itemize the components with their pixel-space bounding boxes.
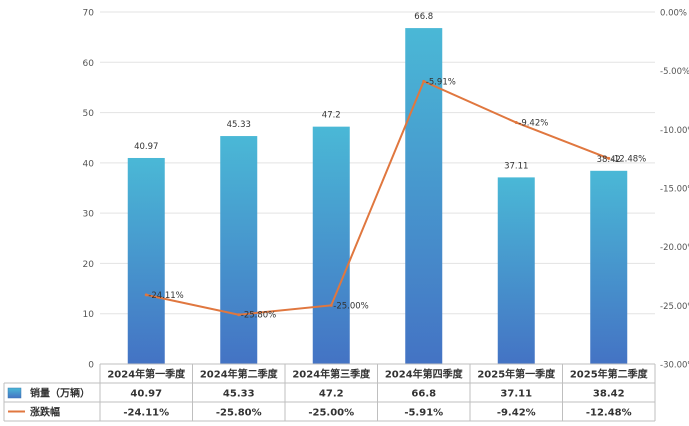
x-tick-label: 2024年第四季度 [385, 368, 464, 381]
bar-value-label: 47.2 [322, 111, 341, 121]
y-right-tick-label: -20.00% [660, 243, 689, 253]
bar-value-label: 37.11 [504, 161, 528, 171]
table-cell: 66.8 [411, 389, 436, 400]
bar-value-label: 66.8 [414, 12, 433, 22]
data-table: 2024年第一季度 2024年第二季度 2024年第三季度 2024年第四季度 2025… [3, 363, 656, 422]
bar [127, 157, 165, 364]
legend-line-label: 涨跌幅 [30, 406, 60, 419]
y-left-tick-label: 60 [83, 59, 95, 69]
table-cell: 37.11 [500, 389, 532, 400]
y-left-tick-label: 50 [83, 109, 95, 119]
line-point [329, 303, 333, 307]
line-series [144, 79, 611, 317]
legend-bar-swatch [7, 387, 22, 399]
table-cell: -24.11% [123, 408, 169, 419]
y-left-tick-label: 10 [83, 310, 95, 320]
x-tick-label: 2024年第一季度 [107, 368, 186, 381]
line-value-label: -25.80% [241, 311, 276, 321]
table-cell: -9.42% [497, 408, 536, 419]
bars [127, 28, 628, 364]
line-value-label: -12.48% [611, 154, 646, 164]
table-cell: -5.91% [404, 408, 443, 419]
line-path [146, 80, 610, 316]
line-point [144, 293, 148, 297]
line-value-label: -5.91% [426, 77, 456, 87]
line-point [237, 313, 241, 317]
y-right-tick-label: -30.00% [660, 361, 689, 371]
x-tick-label: 2025年第一季度 [477, 368, 556, 381]
bar [497, 177, 535, 364]
y-left-tick-label: 0 [88, 361, 94, 371]
line-value-label: -24.11% [148, 291, 183, 301]
y-left-tick-label: 40 [83, 159, 95, 169]
y-left-tick-label: 30 [83, 210, 95, 220]
bar-value-label: 38.42 [597, 155, 621, 165]
y-right-tick-label: -15.00% [660, 185, 689, 195]
bar [220, 136, 258, 364]
data-labels: 40.97 45.33 47.2 66.8 37.11 38.42 -24.11% -25.8… [134, 12, 646, 321]
y-right-tick-label: 0.00% [660, 9, 687, 19]
line-point [514, 121, 518, 125]
legend-bar-label: 销量（万辆） [30, 387, 90, 400]
y-right-tick-label: -5.00% [660, 67, 689, 77]
bar [590, 170, 628, 364]
table-cell: 45.33 [223, 389, 255, 400]
line-value-label: -25.00% [333, 301, 368, 311]
table-cell: 38.42 [593, 389, 625, 400]
line-point [422, 79, 426, 83]
x-tick-label: 2024年第三季度 [292, 368, 371, 381]
table-cell: 47.2 [319, 389, 344, 400]
axes: 0 10 20 30 40 50 60 70 0.00% -5.00% -10.00% -15.00%… [83, 9, 689, 371]
y-right-tick-label: -10.00% [660, 126, 689, 136]
gridlines [100, 11, 655, 365]
y-left-tick-label: 70 [83, 9, 95, 19]
table-cell: -25.00% [308, 408, 354, 419]
y-left-tick-label: 20 [83, 260, 95, 270]
bar-value-label: 40.97 [134, 142, 158, 152]
table-cell: -25.80% [216, 408, 262, 419]
bar-value-label: 45.33 [227, 120, 251, 130]
line-point [607, 156, 611, 160]
table-cell: -12.48% [586, 408, 632, 419]
bar [312, 126, 350, 364]
table-cell: 40.97 [130, 389, 162, 400]
y-right-tick-label: -25.00% [660, 302, 689, 312]
bar [405, 28, 443, 364]
x-tick-label: 2024年第二季度 [200, 368, 279, 381]
x-tick-label: 2025年第二季度 [570, 368, 649, 381]
line-value-label: -9.42% [518, 119, 548, 129]
